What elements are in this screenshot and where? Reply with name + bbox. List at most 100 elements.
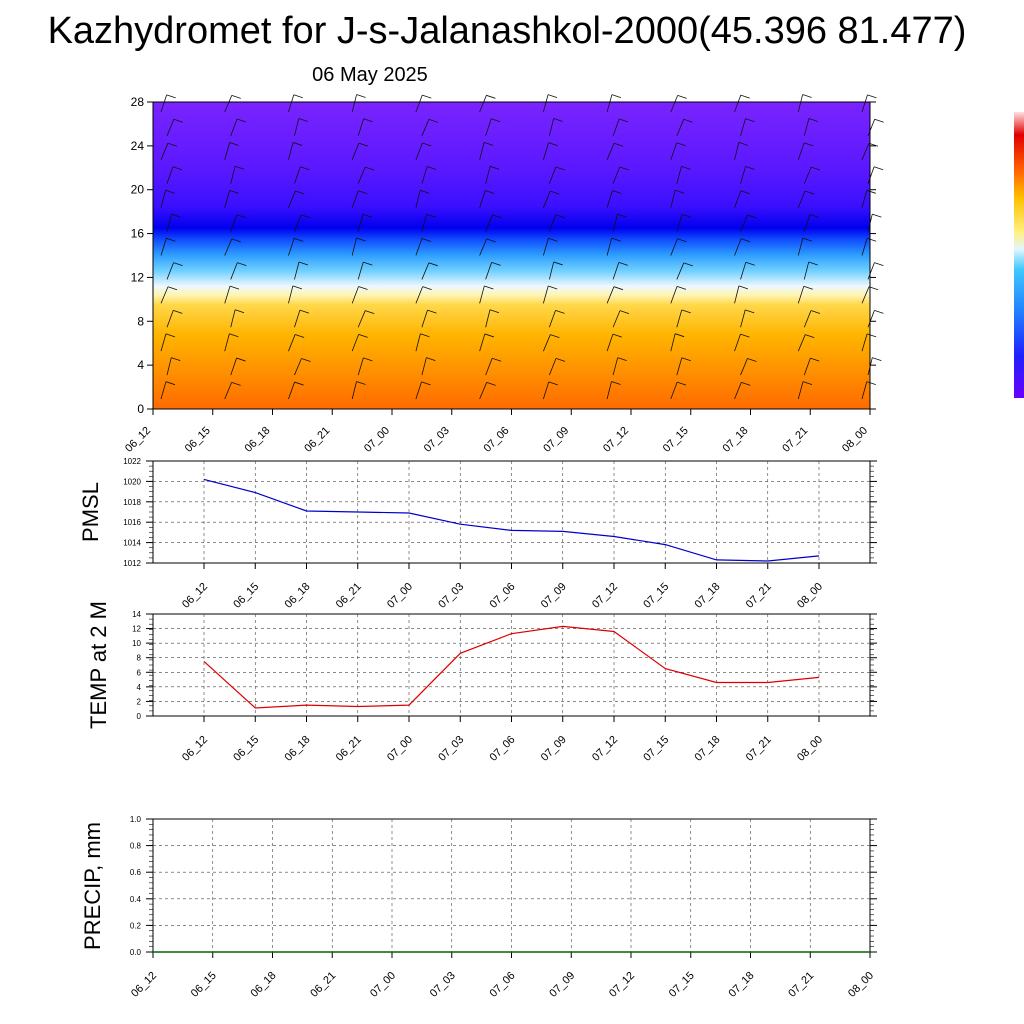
wind-barb <box>606 143 615 160</box>
wind-barb-flag <box>229 285 240 290</box>
xtick-label: 06_21 <box>308 970 338 1000</box>
xtick-label: 07_15 <box>641 734 671 764</box>
wind-barb-flag <box>420 333 430 338</box>
xtick-label: 06_21 <box>334 734 364 764</box>
wind-barb <box>479 95 487 113</box>
wind-barb <box>166 119 175 137</box>
wind-barb-flag <box>428 262 438 267</box>
xsec-xtick-label: 07_06 <box>482 425 512 455</box>
wind-barb <box>734 142 740 160</box>
wind-barb <box>740 214 748 232</box>
wind-barb-flag <box>295 334 305 338</box>
wind-barb-flag <box>866 237 877 242</box>
wind-barb-flag <box>745 118 755 122</box>
chart-subtitle: 06 May 2025 <box>312 64 428 86</box>
wind-barb <box>861 143 870 160</box>
ytick-label: 12 <box>132 625 141 634</box>
wind-barb <box>421 262 430 280</box>
xtick-label: 07_18 <box>693 581 723 611</box>
wind-barb <box>861 333 868 352</box>
wind-barb-flag <box>422 94 432 99</box>
wind-barb-flag <box>231 95 241 99</box>
wind-barb <box>294 309 301 328</box>
wind-barb-flag <box>803 285 813 290</box>
wind-barb <box>606 286 615 304</box>
wind-barb-flag <box>872 213 882 218</box>
ytick-label: 1018 <box>123 498 141 507</box>
wind-barb <box>288 285 294 304</box>
pmsl-series-line <box>203 478 820 562</box>
wind-barb <box>485 118 492 137</box>
xsec-ytick-label: 16 <box>131 227 145 241</box>
xtick-label: 07_21 <box>744 734 774 764</box>
wind-barb-flag <box>810 357 820 362</box>
temp-panel: 0 2 4 6 8 10 12 14 06_12 06_15 06_18 06_21 07_00 07_0… <box>86 601 877 764</box>
xsec-xtick-label: 07_18 <box>721 425 751 455</box>
wind-barb-flag <box>619 310 630 314</box>
xtick-label: 07_12 <box>590 734 620 764</box>
wind-barb <box>612 214 618 232</box>
wind-barb <box>160 238 167 256</box>
wind-barb <box>676 357 683 376</box>
wind-barb <box>606 381 612 400</box>
xtick-label: 06_18 <box>283 734 313 764</box>
wind-barb <box>606 237 613 256</box>
ytick-label: 0.4 <box>130 895 142 904</box>
wind-barb <box>542 190 551 208</box>
wind-barb <box>415 95 423 113</box>
wind-barb-flag <box>619 118 629 123</box>
wind-barb-flag <box>613 286 624 291</box>
wind-barb-flag <box>173 118 183 123</box>
wind-barb-flag <box>617 357 627 362</box>
wind-barb-flag <box>802 94 812 98</box>
wind-barb <box>421 214 428 232</box>
xsec-xtick-label: 07_21 <box>780 425 810 455</box>
xtick-label: 06_15 <box>231 734 261 764</box>
wind-barb <box>479 333 486 352</box>
wind-barb-flag <box>808 118 819 122</box>
wind-barb-flag <box>365 166 375 171</box>
xtick-label: 07_09 <box>547 970 577 1000</box>
wind-barb <box>415 238 423 256</box>
ytick-label: 4 <box>137 683 142 692</box>
xsec-xtick-label: 06_12 <box>123 425 153 455</box>
wind-barb-flag <box>740 333 750 338</box>
wind-barb <box>288 190 296 208</box>
wind-barb-flag <box>166 94 176 99</box>
xtick-label: 07_03 <box>436 581 466 611</box>
wind-barb <box>670 381 678 400</box>
wind-barb <box>797 190 806 208</box>
wind-barb <box>224 286 231 304</box>
wind-barb-flag <box>173 309 183 314</box>
wind-barb <box>542 142 549 160</box>
xtick-label: 08_00 <box>795 734 825 764</box>
wind-barb-flag <box>356 94 366 98</box>
wind-barb-flag <box>420 189 430 194</box>
wind-barb <box>294 118 300 137</box>
colorbar <box>1014 112 1024 398</box>
wind-barb-flag <box>231 381 241 386</box>
xtick-label: 08_00 <box>795 581 825 611</box>
wind-barb <box>479 382 488 400</box>
wind-barb-flag <box>738 141 748 146</box>
wind-barb-flag <box>237 262 247 267</box>
wind-barb-flag <box>365 310 375 315</box>
wind-barb <box>542 334 551 352</box>
wind-barb-flag <box>426 166 437 170</box>
wind-barb-flag <box>555 357 566 362</box>
wind-barb <box>670 190 676 208</box>
wind-barb-flag <box>298 118 308 122</box>
wind-barb <box>542 381 550 400</box>
wind-barb-flag <box>491 118 501 123</box>
wind-barb <box>797 334 806 352</box>
xtick-label: 07_21 <box>786 970 816 1000</box>
chart-title: Kazhydromet for J-s-Jalanashkol-2000(45.… <box>47 10 967 52</box>
xsec-xtick-label: 06_18 <box>243 425 273 455</box>
wind-barb <box>415 333 421 352</box>
xtick-label: 06_18 <box>283 581 313 611</box>
ytick-label: 1020 <box>123 477 141 486</box>
cross-section-panel: 0 4 8 12 16 20 24 28 06_12 06_15 06_18 06_21 07_00 07… <box>123 94 884 455</box>
wind-barb-flag <box>804 142 814 147</box>
temp-ylabel: TEMP at 2 M <box>86 601 111 729</box>
wind-barb-flag <box>548 285 558 290</box>
